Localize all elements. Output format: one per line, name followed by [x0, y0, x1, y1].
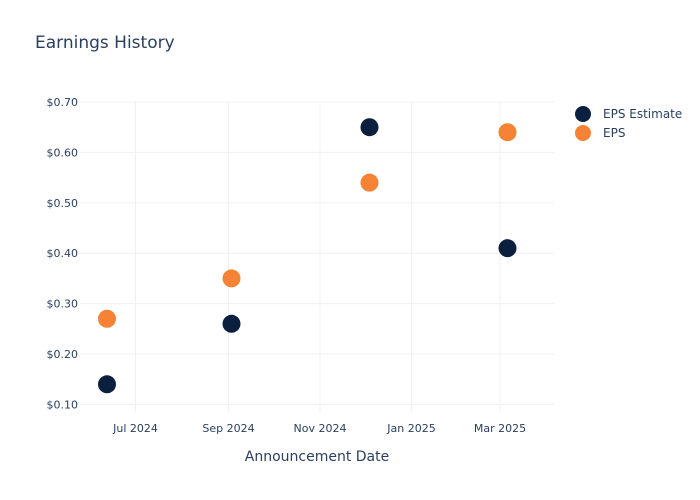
x-tick-label: Jan 2025 — [386, 422, 435, 435]
data-point — [222, 314, 241, 333]
y-tick-label: $0.30 — [47, 298, 79, 311]
x-tick-label: Nov 2024 — [294, 422, 347, 435]
y-tick-label: $0.10 — [47, 398, 79, 411]
data-point — [498, 123, 517, 142]
data-point — [498, 239, 517, 258]
x-tick-label: Mar 2025 — [474, 422, 526, 435]
data-point — [360, 173, 379, 192]
y-tick-label: $0.70 — [47, 96, 79, 109]
grid-layer — [80, 101, 554, 412]
legend[interactable]: EPS Estimate EPS — [575, 106, 682, 141]
axis-layer: $0.10 $0.20 $0.30 $0.40 $0.50 $0.60 $0.70 Jul 2… — [47, 96, 527, 435]
data-point — [222, 269, 241, 288]
legend-label[interactable]: EPS Estimate — [603, 107, 682, 121]
data-point — [98, 309, 116, 328]
points-layer — [98, 118, 517, 394]
y-tick-label: $0.40 — [47, 247, 79, 260]
data-point — [98, 375, 116, 394]
y-tick-label: $0.60 — [47, 146, 79, 159]
data-point — [360, 118, 379, 137]
legend-label[interactable]: EPS — [603, 126, 625, 140]
legend-marker[interactable] — [575, 106, 591, 122]
y-tick-label: $0.50 — [47, 197, 79, 210]
chart-title: Earnings History — [35, 33, 175, 53]
x-axis-title: Announcement Date — [245, 449, 389, 465]
x-tick-label: Sep 2024 — [202, 422, 254, 435]
x-tick-label: Jul 2024 — [112, 422, 158, 435]
legend-marker[interactable] — [575, 125, 591, 141]
y-tick-label: $0.20 — [47, 348, 79, 361]
